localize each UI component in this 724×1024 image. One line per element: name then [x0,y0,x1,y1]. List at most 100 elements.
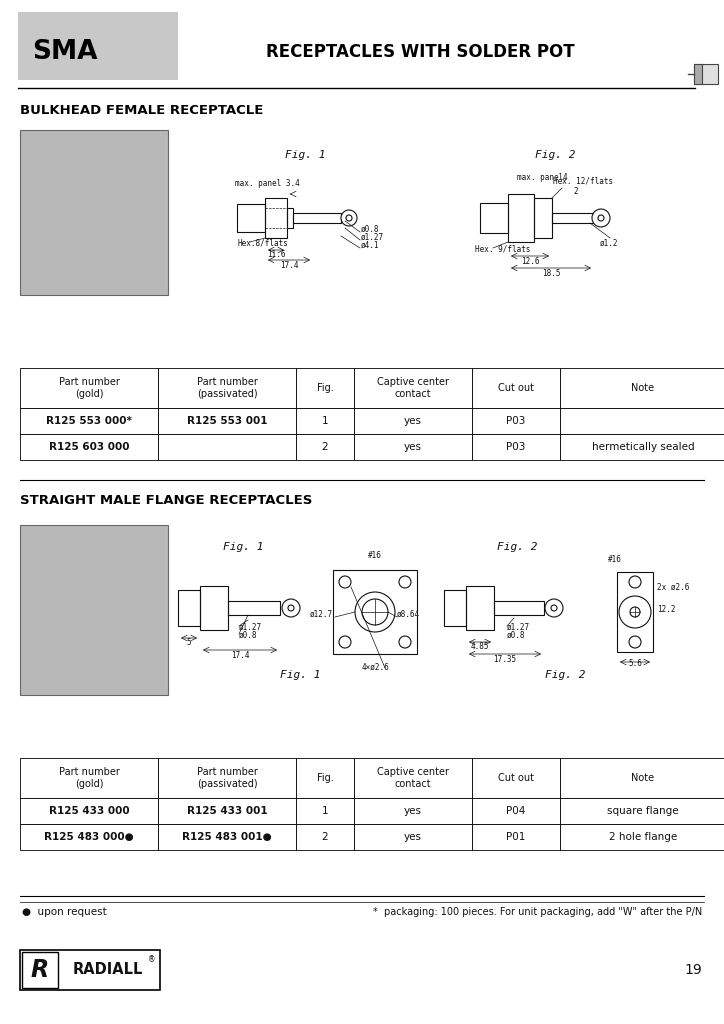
Text: 2: 2 [321,831,328,842]
Bar [158,824,296,850]
Text: 12.6: 12.6 [521,257,539,266]
Bar [296,758,354,798]
Text: 18.5: 18.5 [542,269,560,278]
Bar [296,408,354,434]
Text: hermetically sealed: hermetically sealed [592,442,694,452]
Text: ø1.2: ø1.2 [600,239,618,248]
Bar [296,824,354,850]
Bar [265,198,287,238]
Bar [560,368,724,408]
Text: ø0.8: ø0.8 [239,631,258,640]
Text: Fig. 1: Fig. 1 [223,542,264,552]
Bar [20,368,158,408]
Bar [354,758,472,798]
Text: ø1.27: ø1.27 [507,623,530,632]
Text: yes: yes [404,416,422,426]
Text: Fig.: Fig. [316,773,333,783]
Bar [158,408,296,434]
Text: 1: 1 [321,416,328,426]
Bar [20,798,158,824]
Bar [20,434,158,460]
Text: 1: 1 [321,806,328,816]
Text: 17.4: 17.4 [279,261,298,270]
Text: ø4.1: ø4.1 [361,241,379,250]
Text: Hex. 9/flats: Hex. 9/flats [475,245,531,254]
Bar [552,213,594,223]
Bar [158,368,296,408]
Text: 17.4: 17.4 [231,651,249,660]
Text: R125 433 001: R125 433 001 [187,806,267,816]
Text: Fig. 1: Fig. 1 [279,670,320,680]
Bar [20,130,168,295]
Text: Cut out: Cut out [498,773,534,783]
Bar [20,408,158,434]
Text: P03: P03 [506,442,526,452]
Text: 19: 19 [684,963,702,977]
Bar [560,408,724,434]
Text: RECEPTACLES WITH SOLDER POT: RECEPTACLES WITH SOLDER POT [266,43,574,61]
Bar [354,368,472,408]
Text: SMA: SMA [32,39,98,65]
Circle shape [341,210,357,226]
Bar [354,824,472,850]
Text: ø0.8: ø0.8 [507,631,526,640]
Text: R125 483 000●: R125 483 000● [44,831,134,842]
Text: Fig. 2: Fig. 2 [497,542,537,552]
Text: Captive center
contact: Captive center contact [377,377,449,398]
Bar [472,798,560,824]
Bar [444,590,466,626]
Text: P04: P04 [506,806,526,816]
Bar [296,368,354,408]
Text: Captive center
contact: Captive center contact [377,767,449,788]
Text: max. panel 3.4: max. panel 3.4 [235,179,300,188]
Text: 5: 5 [187,638,191,647]
Bar [22,952,58,988]
Text: ø1.27: ø1.27 [239,623,262,632]
Text: ®: ® [148,955,156,965]
Text: 4: 4 [563,173,568,182]
Bar [158,758,296,798]
Text: RADIALL: RADIALL [73,963,143,978]
Bar [20,525,168,695]
Bar [508,194,534,242]
Text: 11.6: 11.6 [266,250,285,259]
Text: BULKHEAD FEMALE RECEPTACLE: BULKHEAD FEMALE RECEPTACLE [20,103,264,117]
Text: 12.2: 12.2 [657,605,675,614]
Text: STRAIGHT MALE FLANGE RECEPTACLES: STRAIGHT MALE FLANGE RECEPTACLES [20,494,312,507]
Text: Hex. 12/flats: Hex. 12/flats [553,177,613,186]
Text: 4×ø2.6: 4×ø2.6 [361,663,389,672]
Text: 2x ø2.6: 2x ø2.6 [657,583,689,592]
Bar [333,570,417,654]
Text: R125 603 000: R125 603 000 [49,442,130,452]
Bar [560,798,724,824]
Text: 2 hole flange: 2 hole flange [609,831,677,842]
Text: ø1.27: ø1.27 [361,233,384,242]
Text: R: R [31,958,49,982]
Text: yes: yes [404,806,422,816]
Text: ø12.7: ø12.7 [310,610,333,618]
Bar [694,63,702,84]
Bar [158,798,296,824]
Bar [293,213,341,223]
Bar [480,203,508,233]
Bar [534,198,552,238]
Text: 2: 2 [321,442,328,452]
Circle shape [592,209,610,227]
Text: R125 553 001: R125 553 001 [187,416,267,426]
Text: Fig. 2: Fig. 2 [544,670,585,680]
Text: Part number
(gold): Part number (gold) [59,767,119,788]
Bar [472,408,560,434]
Circle shape [545,599,563,617]
Circle shape [282,599,300,617]
Bar [296,798,354,824]
Text: 17.35: 17.35 [494,655,516,664]
Bar [158,434,296,460]
Text: yes: yes [404,831,422,842]
Text: Part number
(passivated): Part number (passivated) [196,767,258,788]
Text: Fig.: Fig. [316,383,333,393]
Bar [694,63,718,84]
Bar [466,586,494,630]
Text: ø0.8: ø0.8 [361,225,379,234]
Text: *  packaging: 100 pieces. For unit packaging, add "W" after the P/N: * packaging: 100 pieces. For unit packag… [373,907,702,918]
Bar [237,204,265,232]
